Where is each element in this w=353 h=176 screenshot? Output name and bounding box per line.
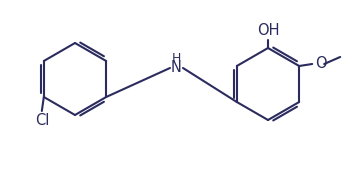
Text: O: O [315,56,327,71]
Text: OH: OH [257,23,279,38]
Text: Cl: Cl [35,113,49,128]
Text: N: N [170,61,181,76]
Text: H: H [171,52,181,65]
